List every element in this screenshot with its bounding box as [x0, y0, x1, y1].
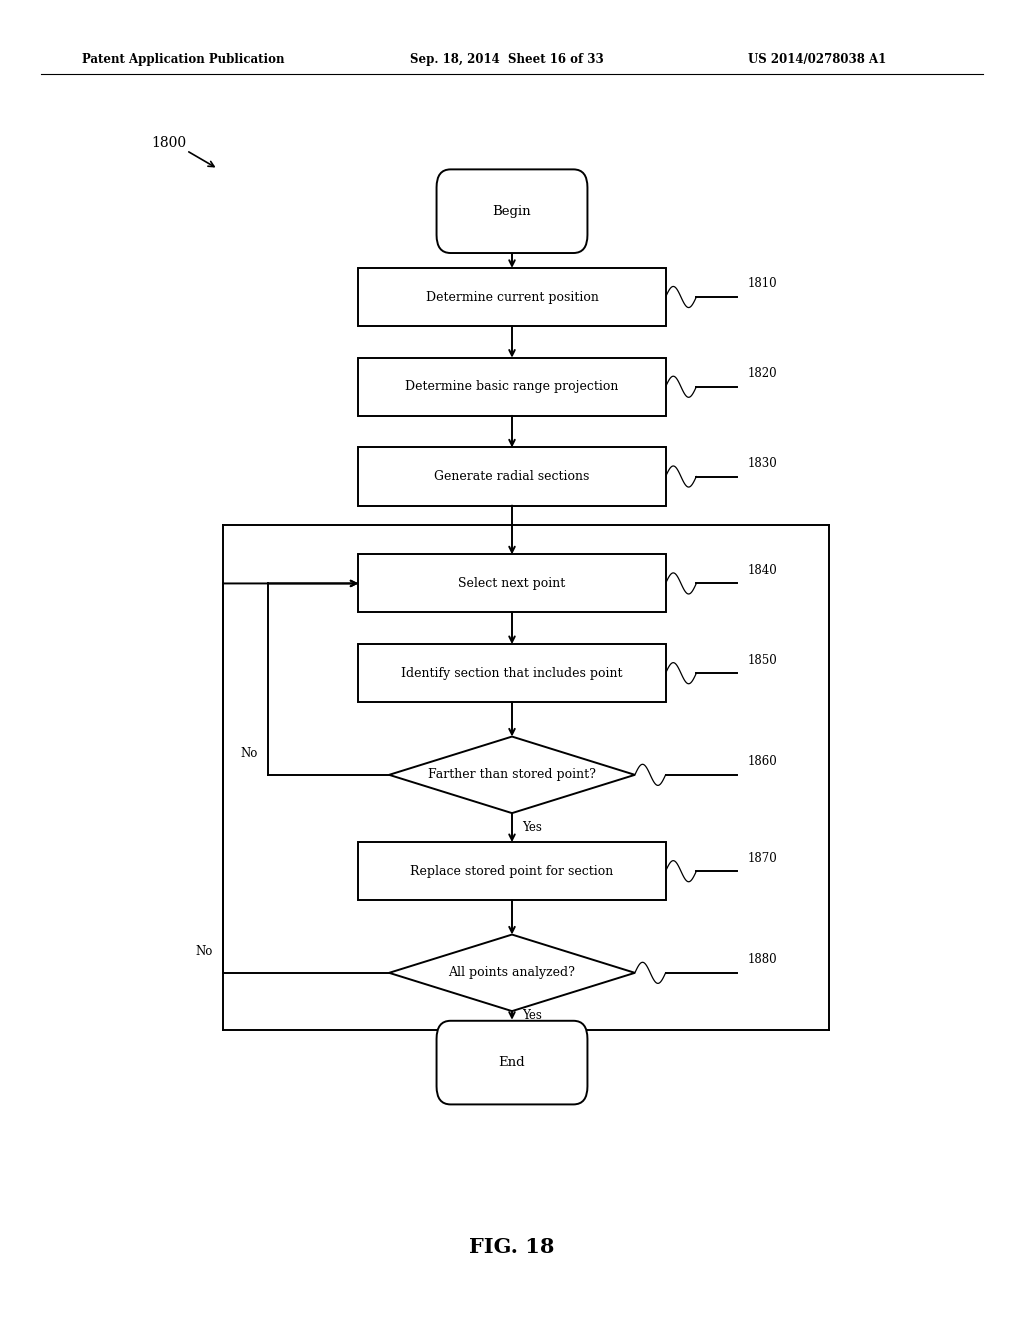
Text: Yes: Yes — [522, 821, 542, 834]
Text: 1840: 1840 — [748, 564, 777, 577]
Text: Determine basic range projection: Determine basic range projection — [406, 380, 618, 393]
Text: Replace stored point for section: Replace stored point for section — [411, 865, 613, 878]
Text: All points analyzed?: All points analyzed? — [449, 966, 575, 979]
FancyBboxPatch shape — [436, 1020, 588, 1105]
Text: 1820: 1820 — [748, 367, 777, 380]
Text: 1800: 1800 — [152, 136, 186, 149]
FancyBboxPatch shape — [358, 644, 666, 702]
Text: 1860: 1860 — [748, 755, 777, 768]
Text: No: No — [196, 945, 213, 958]
Text: Yes: Yes — [522, 1008, 542, 1022]
FancyBboxPatch shape — [358, 268, 666, 326]
Text: Sep. 18, 2014  Sheet 16 of 33: Sep. 18, 2014 Sheet 16 of 33 — [410, 53, 603, 66]
Polygon shape — [389, 737, 635, 813]
Text: 1870: 1870 — [748, 851, 777, 865]
Text: End: End — [499, 1056, 525, 1069]
Text: Begin: Begin — [493, 205, 531, 218]
Text: US 2014/0278038 A1: US 2014/0278038 A1 — [748, 53, 886, 66]
Text: Determine current position: Determine current position — [426, 290, 598, 304]
Text: Identify section that includes point: Identify section that includes point — [401, 667, 623, 680]
Text: No: No — [241, 747, 258, 760]
FancyBboxPatch shape — [358, 447, 666, 506]
Text: Generate radial sections: Generate radial sections — [434, 470, 590, 483]
FancyBboxPatch shape — [358, 358, 666, 416]
Text: Patent Application Publication: Patent Application Publication — [82, 53, 285, 66]
Text: FIG. 18: FIG. 18 — [469, 1237, 555, 1258]
FancyBboxPatch shape — [358, 554, 666, 612]
FancyBboxPatch shape — [436, 169, 588, 253]
Text: 1810: 1810 — [748, 277, 777, 290]
Polygon shape — [389, 935, 635, 1011]
Text: 1880: 1880 — [748, 953, 777, 966]
Text: 1850: 1850 — [748, 653, 777, 667]
FancyBboxPatch shape — [358, 842, 666, 900]
Text: Select next point: Select next point — [459, 577, 565, 590]
Text: 1830: 1830 — [748, 457, 777, 470]
Text: Farther than stored point?: Farther than stored point? — [428, 768, 596, 781]
